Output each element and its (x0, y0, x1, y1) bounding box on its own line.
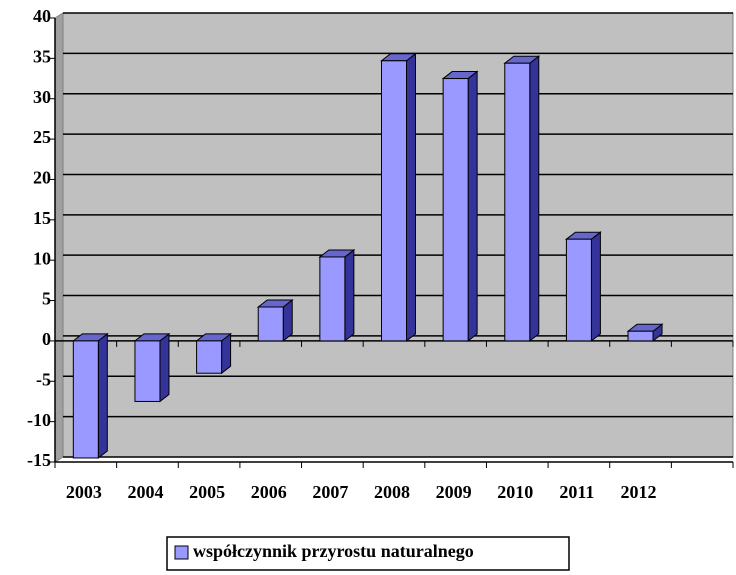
x-tick-label: 2008 (374, 482, 410, 502)
bar-side (467, 70, 478, 342)
x-tick-label: 2005 (189, 482, 225, 502)
x-tick-label: 2009 (436, 482, 472, 502)
y-tick-label: 30 (33, 87, 51, 107)
bar-side (529, 55, 540, 342)
x-tick-label: 2006 (251, 482, 287, 502)
x-tick-label: 2007 (312, 482, 348, 502)
bar-side (97, 332, 108, 459)
side-wall (54, 12, 64, 463)
legend-swatch (174, 545, 189, 560)
legend: współczynnik przyrostu naturalnego (166, 536, 570, 571)
y-tick-label: -10 (27, 410, 51, 430)
y-tick-label: -15 (27, 450, 51, 470)
y-tick-label: -5 (36, 369, 51, 389)
bar (442, 78, 469, 342)
bar (381, 60, 407, 342)
legend-box (166, 536, 570, 571)
bar-side (590, 231, 601, 342)
y-tick-label: 5 (42, 289, 51, 309)
y-tick-label: 0 (42, 329, 51, 349)
legend-label: współczynnik przyrostu naturalnego (193, 541, 474, 561)
bar (627, 330, 654, 342)
bar-side (406, 52, 416, 342)
bar (319, 256, 346, 342)
bar (134, 340, 161, 402)
y-tick-label: 35 (33, 46, 51, 66)
bar (504, 62, 531, 342)
y-tick-label: 15 (33, 208, 51, 228)
bar (196, 340, 223, 374)
y-tick-label: 10 (33, 248, 51, 268)
bar (565, 238, 592, 342)
y-tick-label: 40 (33, 6, 51, 26)
bar-side (344, 248, 355, 342)
bar (72, 340, 99, 459)
y-tick-label: 25 (33, 127, 51, 147)
x-tick-label: 2011 (559, 482, 594, 502)
bar-side (159, 332, 170, 403)
bar (257, 306, 284, 342)
y-tick-label: 20 (33, 168, 51, 188)
x-tick-label: 2003 (66, 482, 102, 502)
x-tick-label: 2012 (621, 482, 657, 502)
x-tick-label: 2004 (127, 482, 163, 502)
x-tick-label: 2010 (497, 482, 533, 502)
